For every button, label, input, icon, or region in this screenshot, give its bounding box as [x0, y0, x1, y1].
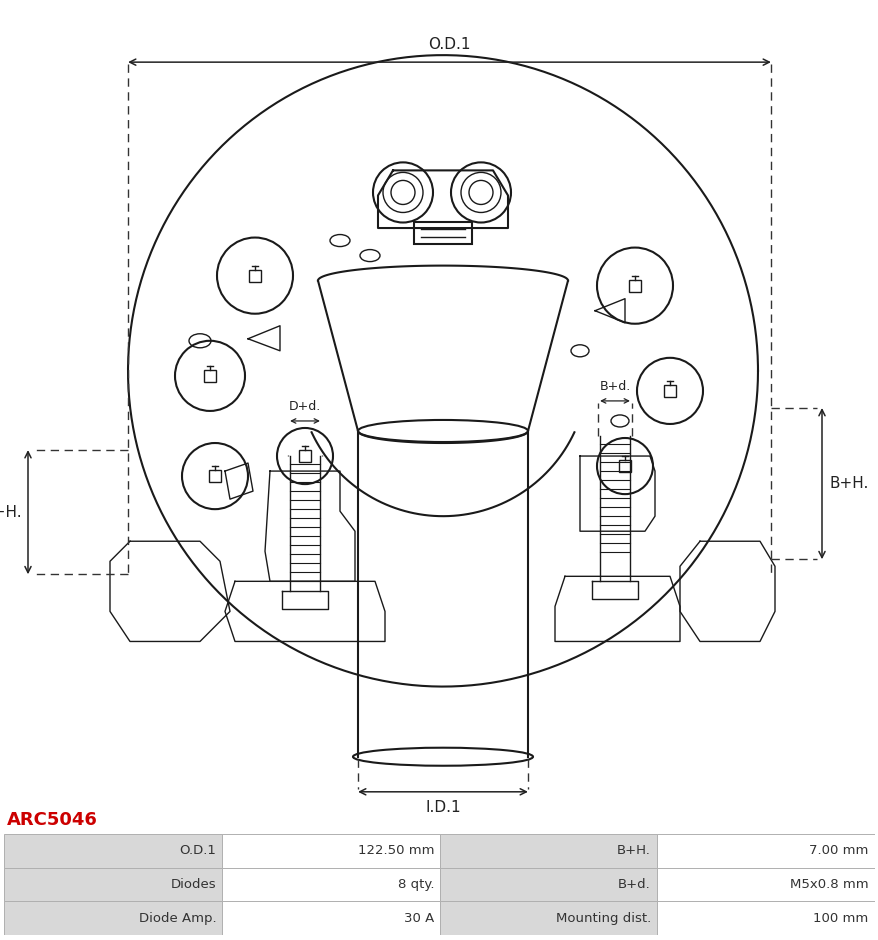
Text: D+d.: D+d.	[289, 400, 320, 413]
Bar	[209, 470, 220, 482]
Bar	[299, 450, 311, 462]
Bar	[656, 901, 874, 935]
Bar	[4, 901, 222, 935]
Text: O.D.1: O.D.1	[428, 37, 471, 52]
Bar	[248, 270, 261, 282]
Bar	[629, 279, 640, 291]
Text: Diodes: Diodes	[170, 878, 216, 891]
Text: B+H.: B+H.	[829, 476, 868, 491]
Text: 100 mm: 100 mm	[812, 912, 867, 925]
Bar	[440, 901, 656, 935]
Text: Mounting dist.: Mounting dist.	[555, 912, 650, 925]
Bar	[618, 460, 630, 472]
Text: D+H.: D+H.	[0, 505, 22, 520]
Text: M5x0.8 mm: M5x0.8 mm	[789, 878, 867, 891]
Bar	[4, 834, 222, 868]
Text: O.D.1: O.D.1	[179, 844, 216, 857]
Text: I.D.1: I.D.1	[425, 800, 460, 815]
Text: ARC5046: ARC5046	[7, 811, 97, 829]
Bar	[663, 384, 675, 397]
Text: 30 A: 30 A	[403, 912, 434, 925]
Bar	[204, 369, 216, 382]
Bar	[656, 868, 874, 901]
Text: 7.00 mm: 7.00 mm	[809, 844, 867, 857]
Text: B+d.: B+d.	[599, 380, 630, 393]
Text: Diode Amp.: Diode Amp.	[139, 912, 216, 925]
Bar	[440, 834, 656, 868]
Bar	[4, 868, 222, 901]
Bar	[222, 868, 440, 901]
Bar	[440, 868, 656, 901]
Text: B+H.: B+H.	[616, 844, 650, 857]
Text: 8 qty.: 8 qty.	[397, 878, 434, 891]
Text: B+d.: B+d.	[617, 878, 650, 891]
Bar	[222, 901, 440, 935]
Text: 122.50 mm: 122.50 mm	[357, 844, 434, 857]
Bar	[414, 222, 471, 243]
Bar	[222, 834, 440, 868]
Bar	[656, 834, 874, 868]
